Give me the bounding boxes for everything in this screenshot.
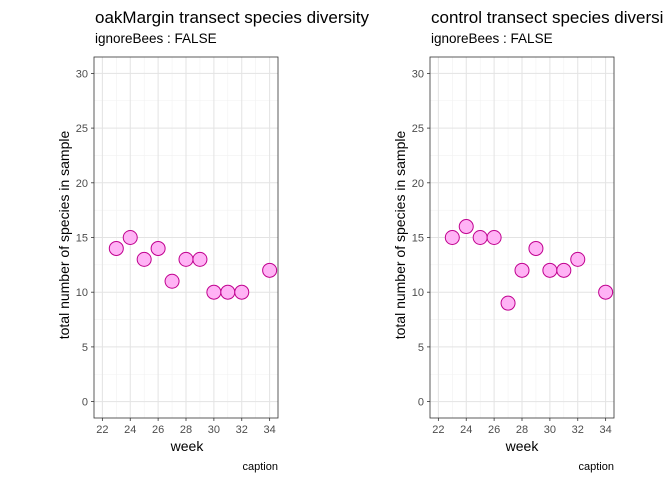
chart-title: control transect species diversi: [431, 8, 663, 27]
x-tick-label: 34: [600, 424, 612, 436]
x-tick-label: 28: [516, 424, 528, 436]
chart-subtitle: ignoreBees : FALSE: [431, 31, 553, 46]
x-tick-label: 26: [152, 424, 164, 436]
data-point: [486, 230, 502, 245]
data-point: [458, 219, 474, 235]
x-tick-label: 24: [460, 424, 472, 436]
data-point: [192, 251, 208, 267]
x-axis-label: week: [170, 438, 205, 454]
data-point: [570, 251, 586, 267]
data-point: [500, 295, 516, 311]
y-axis-label: total number of species in sample: [392, 131, 408, 340]
chart-caption: caption: [579, 461, 614, 473]
y-tick-label: 15: [412, 233, 424, 245]
plot-area: 0 5 10 15 20 25 30 22 24 26 28 30 32 34: [76, 56, 279, 436]
data-point: [542, 262, 558, 278]
chart-title: oakMargin transect species diversity: [95, 8, 370, 27]
x-tick-label: 24: [124, 424, 136, 436]
panel-oakmargin: oakMargin transect species diversity ign…: [56, 8, 370, 473]
x-tick-label: 26: [488, 424, 500, 436]
data-point: [444, 230, 460, 245]
y-tick-label: 10: [412, 287, 424, 299]
x-tick-label: 22: [96, 424, 108, 436]
data-point: [234, 284, 250, 300]
y-tick-label: 25: [412, 123, 424, 135]
data-point: [598, 284, 614, 300]
data-point: [472, 230, 488, 245]
data-point: [220, 284, 236, 300]
y-tick-label: 25: [76, 123, 88, 135]
y-tick-label: 20: [412, 178, 424, 190]
data-point: [528, 240, 544, 256]
x-tick-label: 28: [180, 424, 192, 436]
y-tick-label: 5: [418, 342, 424, 354]
y-tick-label: 0: [418, 397, 424, 409]
data-point: [108, 240, 124, 256]
panel-control: control transect species diversi ignoreB…: [392, 8, 663, 473]
x-axis-label: week: [505, 438, 540, 454]
y-tick-label: 20: [76, 178, 88, 190]
x-tick-label: 32: [572, 424, 584, 436]
y-tick-label: 15: [76, 233, 88, 245]
chart-subtitle: ignoreBees : FALSE: [95, 31, 217, 46]
x-tick-label: 34: [264, 424, 276, 436]
data-point: [164, 273, 180, 289]
x-tick-label: 22: [432, 424, 444, 436]
y-axis-label: total number of species in sample: [56, 131, 72, 340]
chart-caption: caption: [243, 461, 278, 473]
x-tick-label: 32: [236, 424, 248, 436]
data-point: [136, 251, 152, 267]
data-point: [262, 262, 278, 278]
y-tick-label: 5: [82, 342, 88, 354]
data-point: [150, 240, 166, 256]
data-point: [178, 251, 194, 267]
y-tick-label: 10: [76, 287, 88, 299]
y-tick-label: 30: [412, 68, 424, 80]
plot-area: 0 5 10 15 20 25 30 22 24 26 28 30 32 34: [412, 56, 615, 436]
y-tick-label: 0: [82, 397, 88, 409]
data-point: [514, 262, 530, 278]
data-point: [556, 262, 572, 278]
x-tick-label: 30: [544, 424, 556, 436]
data-point: [206, 284, 222, 300]
y-tick-label: 30: [76, 68, 88, 80]
data-point: [122, 230, 138, 245]
x-tick-label: 30: [208, 424, 220, 436]
